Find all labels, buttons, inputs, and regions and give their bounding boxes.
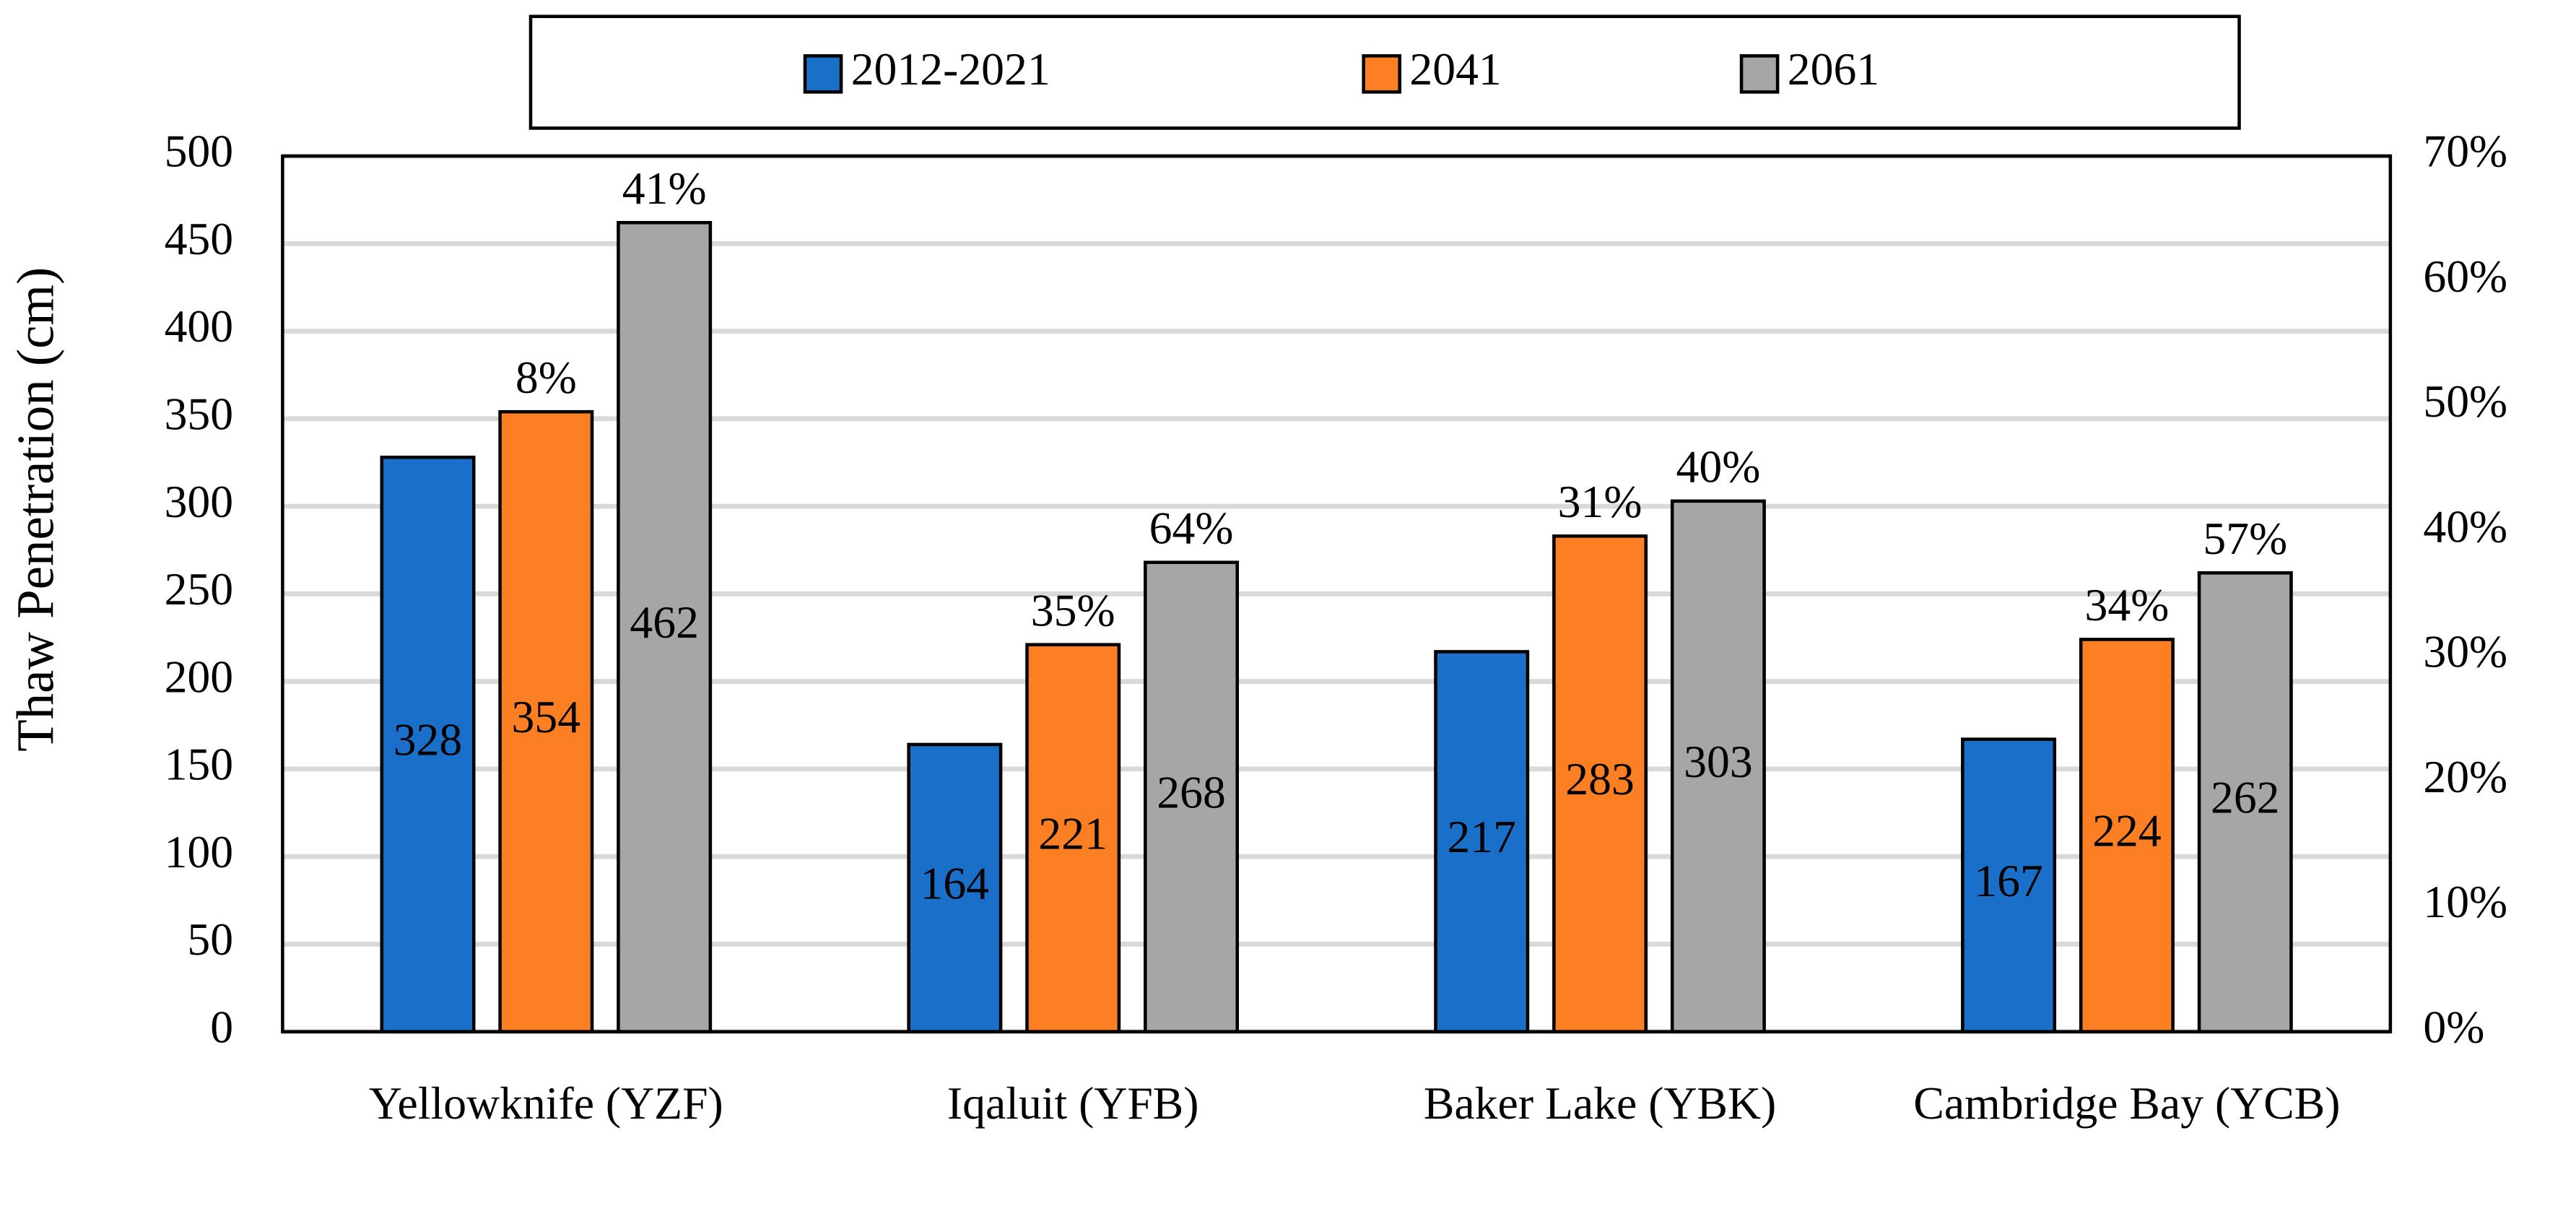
- y2-tick-label: 50%: [2423, 376, 2507, 427]
- value-label: 224: [2092, 805, 2162, 856]
- bar: [380, 455, 476, 1033]
- plot-border: [281, 154, 2393, 1033]
- x-tick-label-box: Yellowknife (YZF): [368, 1079, 723, 1131]
- y2-tick-label: 30%: [2423, 626, 2507, 677]
- value-label: 354: [512, 691, 581, 742]
- x-tick-label: Yellowknife (YZF): [368, 1079, 723, 1131]
- x-tick-label-box: Iqaluit (YFB): [947, 1079, 1199, 1131]
- value-label: 167: [1974, 855, 2043, 906]
- legend-label: 2041: [1409, 43, 1501, 95]
- increase-label: 35%: [1031, 584, 1115, 635]
- y-tick-label: 350: [165, 389, 234, 440]
- x-tick-label-box: Baker Lake (YBK): [1423, 1079, 1777, 1131]
- y-tick-label: 200: [165, 651, 234, 702]
- value-label: 221: [1038, 807, 1108, 859]
- bar: [907, 742, 1003, 1033]
- bar: [1434, 650, 1530, 1033]
- bar: [1552, 534, 1648, 1033]
- increase-label: 64%: [1149, 502, 1234, 553]
- value-label: 283: [1565, 753, 1635, 804]
- y2-tick-label: 0%: [2423, 1001, 2484, 1052]
- bar: [617, 220, 713, 1033]
- increase-label: 31%: [1558, 476, 1642, 527]
- y-tick-label: 250: [165, 563, 234, 615]
- y-tick-label: 150: [165, 739, 234, 790]
- value-label: 328: [393, 714, 463, 765]
- y2-tick-label: 10%: [2423, 876, 2507, 927]
- increase-label: 57%: [2203, 513, 2287, 564]
- y2-tick-label: 20%: [2423, 751, 2507, 802]
- bar: [1961, 737, 2057, 1033]
- value-label: 462: [630, 597, 699, 648]
- y-tick-label: 100: [165, 826, 234, 877]
- x-tick-label-box: Cambridge Bay (YCB): [1913, 1079, 2341, 1131]
- y-tick-label: 300: [165, 476, 234, 527]
- legend-swatch: [1362, 54, 1402, 94]
- value-label: 268: [1157, 766, 1226, 817]
- legend-swatch: [1739, 54, 1780, 94]
- y-tick-label: 0: [210, 1001, 233, 1052]
- bar: [1144, 560, 1240, 1033]
- bar: [498, 409, 594, 1033]
- bar: [2079, 638, 2175, 1033]
- y2-tick-label: 60%: [2423, 251, 2507, 302]
- x-tick-label: Cambridge Bay (YCB): [1913, 1079, 2341, 1131]
- legend-label: 2061: [1788, 43, 1879, 95]
- y-tick-label: 400: [165, 300, 234, 352]
- y2-tick-label: 70%: [2423, 126, 2507, 177]
- value-label: 164: [921, 857, 990, 908]
- value-label: 217: [1447, 811, 1516, 862]
- legend-swatch: [803, 54, 843, 94]
- x-tick-label: Iqaluit (YFB): [947, 1079, 1199, 1131]
- y-axis-title: Thaw Penetration (cm): [6, 267, 65, 752]
- increase-label: 8%: [515, 352, 577, 403]
- increase-label: 41%: [622, 162, 707, 214]
- bar: [1025, 643, 1121, 1033]
- value-label: 262: [2211, 772, 2280, 823]
- y-tick-label: 500: [165, 126, 234, 177]
- legend-label: 2012-2021: [851, 43, 1050, 95]
- y2-tick-label: 40%: [2423, 500, 2507, 552]
- y-tick-label: 50: [187, 914, 233, 965]
- x-tick-label: Baker Lake (YBK): [1423, 1079, 1777, 1131]
- y-tick-label: 450: [165, 213, 234, 264]
- increase-label: 34%: [2085, 579, 2170, 630]
- value-label: 303: [1684, 736, 1753, 787]
- bar: [2197, 571, 2293, 1033]
- increase-label: 40%: [1676, 441, 1761, 493]
- bar: [1670, 499, 1766, 1033]
